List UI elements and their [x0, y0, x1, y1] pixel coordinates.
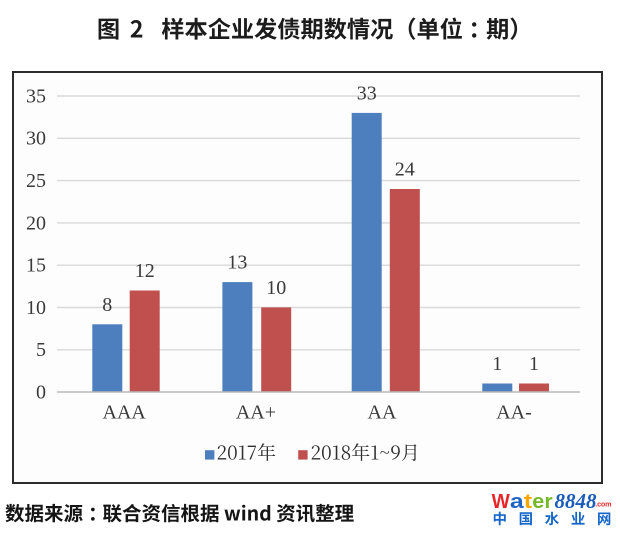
svg-text:W: W — [492, 491, 510, 513]
svg-text:13: 13 — [227, 252, 247, 274]
svg-text:15: 15 — [26, 255, 46, 277]
svg-text:12: 12 — [135, 260, 155, 282]
svg-text:AA+: AA+ — [236, 401, 276, 423]
svg-text:AAA: AAA — [103, 401, 147, 423]
svg-text:8848: 8848 — [555, 489, 598, 513]
svg-text:AA-: AA- — [496, 401, 532, 423]
svg-text:20: 20 — [26, 212, 46, 234]
svg-text:8: 8 — [102, 294, 112, 316]
svg-text:10: 10 — [26, 297, 46, 319]
svg-text:AA: AA — [368, 401, 397, 423]
svg-text:24: 24 — [395, 159, 415, 181]
svg-text:25: 25 — [26, 170, 46, 192]
svg-text:1: 1 — [529, 353, 539, 375]
svg-text:33: 33 — [357, 82, 377, 104]
svg-text:10: 10 — [266, 277, 286, 299]
svg-text:a: a — [510, 491, 525, 513]
svg-text:e: e — [532, 491, 544, 513]
svg-text:t: t — [524, 491, 533, 513]
svg-text:0: 0 — [36, 382, 46, 404]
svg-text:r: r — [544, 491, 553, 513]
svg-text:1: 1 — [492, 353, 502, 375]
svg-text:5: 5 — [36, 339, 46, 361]
svg-text:35: 35 — [26, 85, 46, 107]
svg-text:30: 30 — [26, 128, 46, 150]
svg-text:.com: .com — [595, 500, 611, 509]
